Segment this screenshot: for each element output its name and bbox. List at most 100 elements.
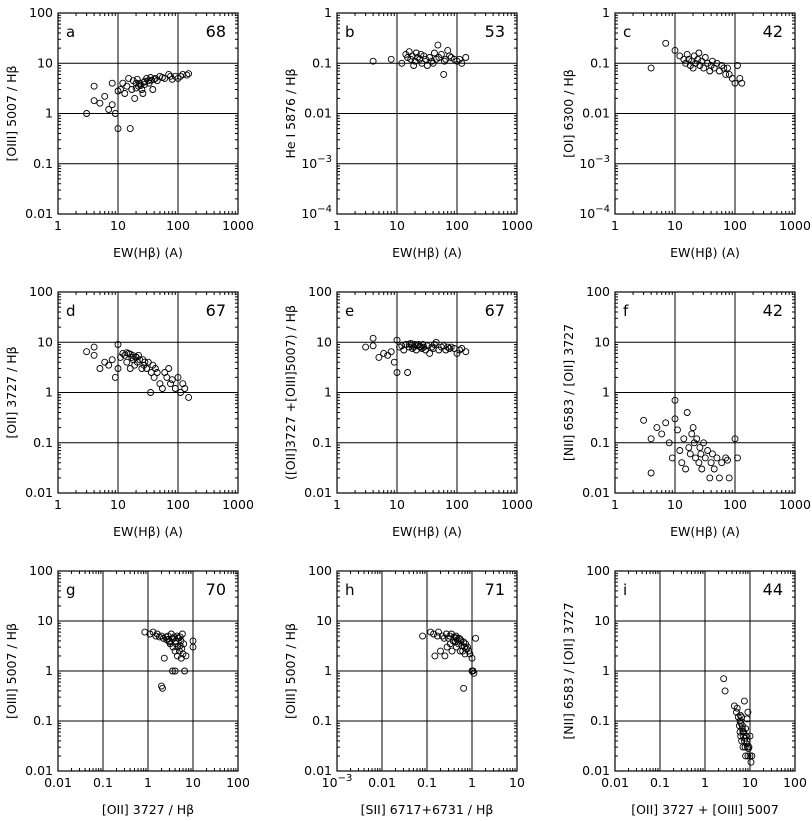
data-point bbox=[164, 635, 172, 643]
y-axis-label: [NII] 6583 / [OII] 3727 bbox=[561, 602, 576, 739]
data-point bbox=[369, 342, 377, 350]
data-point bbox=[683, 409, 691, 416]
data-point bbox=[701, 54, 709, 61]
data-point bbox=[150, 373, 158, 381]
data-point bbox=[688, 57, 696, 65]
data-point bbox=[101, 92, 109, 100]
y-tick-label: 1 bbox=[45, 663, 53, 678]
x-tick-label: 1 bbox=[333, 497, 341, 512]
data-point bbox=[369, 334, 377, 342]
data-point bbox=[405, 340, 413, 348]
y-tick-label: 0.01 bbox=[304, 106, 332, 121]
data-point bbox=[662, 419, 670, 427]
data-point bbox=[141, 358, 149, 366]
y-tick-label: 1 bbox=[45, 106, 53, 121]
data-point bbox=[180, 640, 188, 648]
panel-count: 42 bbox=[763, 22, 783, 41]
data-point bbox=[456, 635, 464, 643]
data-point bbox=[692, 59, 699, 67]
plot-frame bbox=[336, 291, 518, 494]
y-axis-label: [OII] 3727 / Hβ bbox=[4, 346, 19, 438]
panel-count: 70 bbox=[206, 580, 226, 599]
data-point bbox=[168, 376, 176, 384]
y-tick-label: 1 bbox=[45, 385, 53, 400]
data-point bbox=[158, 385, 166, 392]
data-point bbox=[161, 74, 169, 82]
data-point bbox=[665, 439, 673, 447]
data-point bbox=[748, 752, 756, 760]
data-point bbox=[404, 369, 412, 376]
data-point bbox=[128, 86, 136, 93]
data-point bbox=[683, 50, 691, 58]
y-tick-label: 10−3 bbox=[301, 154, 332, 171]
data-point bbox=[189, 643, 197, 651]
data-point bbox=[133, 75, 141, 83]
x-tick-label: 1 bbox=[144, 775, 152, 790]
panel-count: 71 bbox=[485, 580, 505, 599]
y-tick-label: 100 bbox=[308, 563, 332, 578]
data-point bbox=[90, 82, 98, 90]
x-tick-label: 0.1 bbox=[650, 775, 670, 790]
x-axis-label: EW(Hβ) (A) bbox=[392, 524, 462, 539]
y-tick-label: 10−4 bbox=[579, 204, 610, 221]
data-point bbox=[432, 338, 440, 346]
data-point bbox=[695, 459, 703, 467]
data-point bbox=[446, 345, 453, 352]
plot-frame bbox=[57, 12, 239, 215]
y-tick-label: 0.01 bbox=[582, 106, 610, 121]
data-point bbox=[708, 57, 716, 65]
panel-e: 1 10 100 1000 0.01 0.1 1 10 100 e 67 EW(Hβ) (A) ([OI… bbox=[283, 284, 533, 539]
data-point bbox=[114, 341, 122, 348]
plot-frame bbox=[614, 12, 796, 215]
panel-letter: e bbox=[345, 302, 354, 320]
y-axis-label: He I 5876 / Hβ bbox=[283, 68, 298, 158]
data-point bbox=[176, 633, 184, 641]
data-point bbox=[706, 67, 714, 75]
data-point bbox=[114, 365, 122, 372]
x-tick-label: 1000 bbox=[501, 497, 533, 512]
data-point bbox=[701, 454, 709, 462]
x-tick-label: 10 bbox=[389, 218, 405, 233]
data-point bbox=[433, 632, 441, 640]
data-point bbox=[117, 353, 124, 361]
data-point bbox=[441, 57, 448, 65]
y-tick-label: 1 bbox=[602, 5, 610, 20]
data-point bbox=[185, 70, 193, 78]
data-point bbox=[461, 643, 468, 651]
data-point bbox=[680, 55, 688, 63]
data-point bbox=[181, 667, 189, 675]
data-point bbox=[671, 396, 679, 404]
data-point bbox=[177, 72, 184, 80]
y-tick-label: 0.01 bbox=[25, 485, 53, 500]
data-point bbox=[441, 652, 449, 660]
x-axis-label: [OII] 3727 / Hβ bbox=[102, 802, 194, 817]
data-point bbox=[734, 62, 741, 69]
data-point bbox=[736, 728, 744, 736]
y-axis-label: [NII] 6583 / [OII] 3727 bbox=[561, 324, 576, 461]
x-tick-label: 10−3 bbox=[322, 773, 353, 790]
data-point bbox=[694, 55, 702, 63]
data-point bbox=[149, 86, 157, 93]
data-point bbox=[90, 343, 98, 351]
data-point bbox=[680, 435, 688, 443]
data-point bbox=[430, 49, 438, 57]
x-axis-label: EW(Hβ) (A) bbox=[392, 245, 462, 260]
x-axis-label: EW(Hβ) (A) bbox=[670, 524, 740, 539]
data-point bbox=[460, 684, 468, 692]
data-point bbox=[744, 745, 752, 753]
data-point bbox=[740, 697, 748, 705]
x-axis-label: EW(Hβ) (A) bbox=[113, 245, 183, 260]
panel-count: 44 bbox=[763, 580, 783, 599]
plot-frame bbox=[336, 12, 518, 215]
data-point bbox=[181, 385, 189, 392]
x-tick-label: 1 bbox=[468, 775, 476, 790]
data-point bbox=[692, 454, 699, 462]
data-point bbox=[700, 439, 708, 447]
data-point bbox=[141, 80, 149, 88]
x-tick-label: 1000 bbox=[222, 218, 254, 233]
data-point bbox=[407, 55, 415, 63]
data-point bbox=[725, 474, 733, 482]
x-tick-label: 10 bbox=[110, 497, 126, 512]
y-tick-label: 0.01 bbox=[582, 485, 610, 500]
